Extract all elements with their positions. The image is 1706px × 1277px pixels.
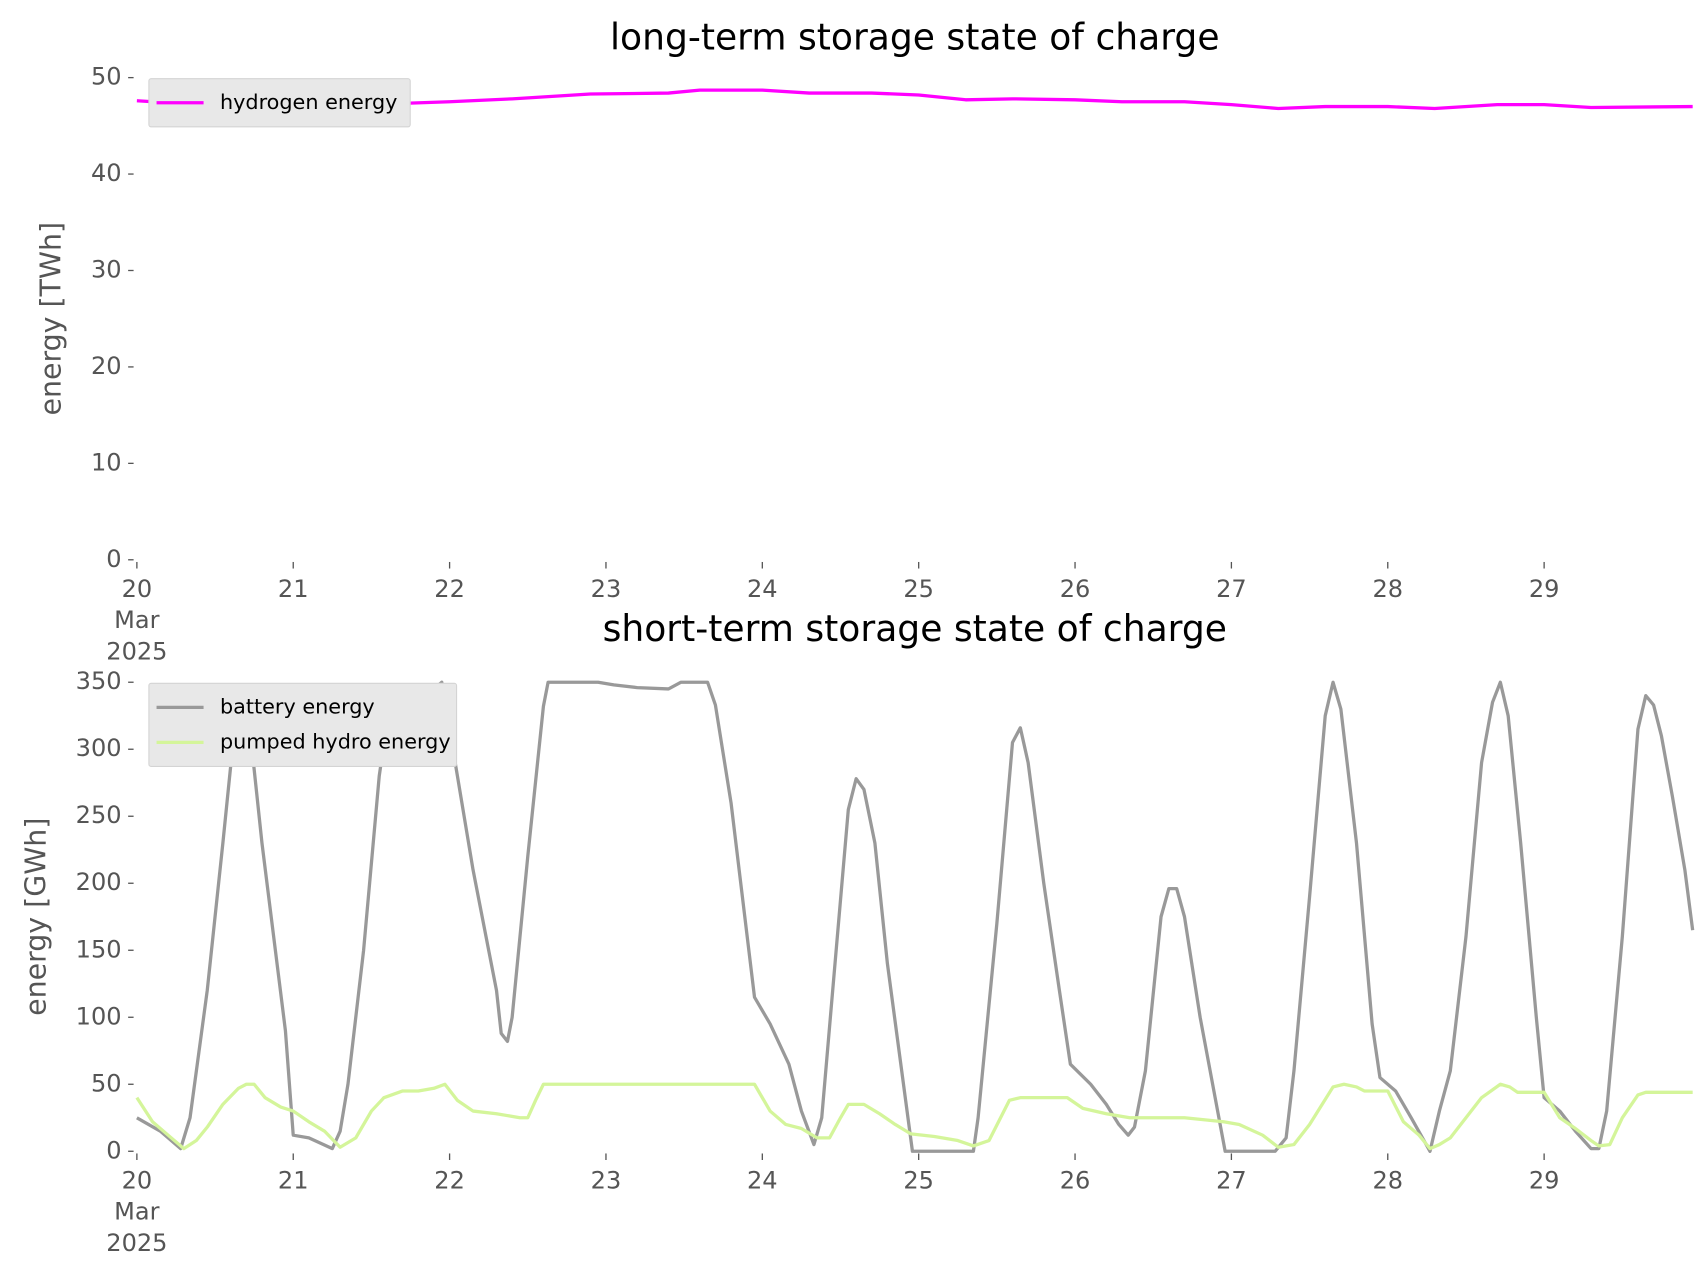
y-tick-label: 0 [106, 1136, 121, 1164]
x-tick-label: 26 [1060, 575, 1091, 603]
x-tick-label: 23 [591, 1166, 622, 1194]
legend-label: hydrogen energy [220, 90, 397, 114]
y-tick-label: 150 [76, 935, 122, 963]
x-tick-label: 20 Mar 2025 [106, 575, 167, 666]
x-tick-label: 25 [903, 1166, 934, 1194]
x-tick-label: 28 [1372, 1166, 1403, 1194]
y-tick-label: 30 [91, 255, 122, 283]
y-tick-label: 50 [91, 1069, 122, 1097]
y-tick-label: 200 [76, 868, 122, 896]
series-line [136, 88, 1693, 111]
x-tick-label: 28 [1372, 575, 1403, 603]
x-tick-label: 26 [1060, 1166, 1091, 1194]
y-axis-label: energy [TWh] [35, 222, 68, 416]
x-tick-label: 24 [747, 1166, 778, 1194]
chart-title: long-term storage state of charge [610, 16, 1220, 58]
y-tick-label: 300 [76, 734, 122, 762]
y-tick-label: 40 [91, 159, 122, 187]
chart-title: short-term storage state of charge [603, 608, 1227, 650]
x-tick-label: 21 [278, 575, 309, 603]
x-tick-label: 25 [903, 575, 934, 603]
legend-box [148, 78, 411, 128]
x-tick-label: 22 [434, 575, 465, 603]
y-tick-label: 250 [76, 801, 122, 829]
legend-box [148, 682, 458, 767]
x-tick-label: 20 Mar 2025 [106, 1166, 167, 1257]
y-tick-label: 350 [76, 667, 122, 695]
legend-label: battery energy [220, 694, 375, 718]
x-tick-label: 21 [278, 1166, 309, 1194]
x-tick-label: 29 [1529, 1166, 1560, 1194]
y-tick-label: 20 [91, 352, 122, 380]
x-tick-label: 29 [1529, 575, 1560, 603]
x-tick-label: 27 [1216, 575, 1247, 603]
y-tick-label: 100 [76, 1002, 122, 1030]
x-tick-label: 24 [747, 575, 778, 603]
y-tick-label: 50 [91, 63, 122, 91]
y-axis-label: energy [GWh] [19, 818, 52, 1016]
x-tick-label: 23 [591, 575, 622, 603]
x-tick-label: 27 [1216, 1166, 1247, 1194]
y-tick-label: 10 [91, 448, 122, 476]
x-tick-label: 22 [434, 1166, 465, 1194]
y-tick-label: 0 [106, 545, 121, 573]
legend-label: pumped hydro energy [220, 729, 451, 753]
series-line [135, 1082, 1693, 1151]
